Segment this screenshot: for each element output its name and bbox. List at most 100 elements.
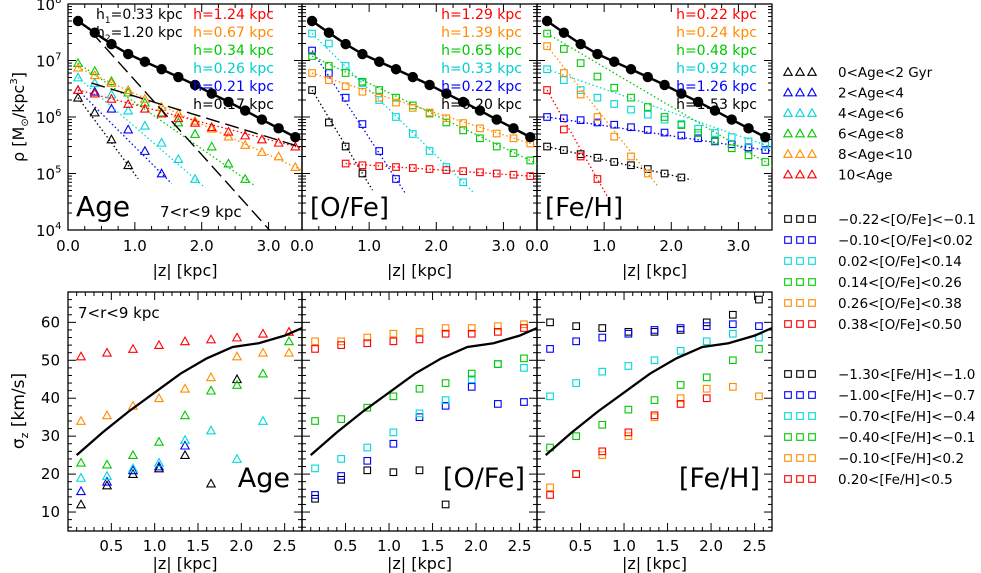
data-point (492, 129, 501, 138)
legend-marker (808, 454, 816, 462)
data-point (375, 162, 384, 170)
data-point (546, 483, 554, 492)
legend-marker (808, 320, 816, 328)
total-density-point (323, 27, 335, 38)
top-x-tick-label: 0.0 (56, 237, 80, 255)
data-point (358, 87, 367, 96)
top-x-axis-label: |z| [kpc] (622, 261, 687, 280)
h1-label: h1=0.33 kpc (96, 7, 183, 26)
data-point (660, 113, 669, 121)
data-point (543, 113, 551, 121)
total-density-point (592, 48, 603, 60)
legend-marker (796, 454, 804, 462)
bottom-x-tick-label: 1.5 (656, 537, 680, 555)
top-x-tick-label: 0.0 (525, 237, 549, 255)
data-point (459, 178, 467, 187)
top-panel-label: Age (76, 190, 130, 223)
data-point (375, 93, 384, 102)
data-point (598, 333, 607, 342)
data-point (624, 405, 633, 414)
data-point (467, 369, 476, 378)
data-point (755, 392, 763, 401)
data-point (546, 318, 554, 327)
data-point (576, 152, 585, 161)
legend-marker (784, 370, 792, 378)
data-point (311, 345, 319, 353)
data-point (546, 345, 554, 353)
data-point (290, 141, 301, 151)
data-point (179, 409, 191, 420)
total-dispersion-line (544, 326, 772, 456)
data-point (572, 379, 581, 387)
data-point (206, 141, 217, 151)
data-point (610, 83, 619, 92)
bottom-panel-marks-2 (544, 295, 772, 499)
legend-label: 2<Age<4 (838, 86, 904, 102)
legend-marker (808, 215, 816, 223)
scale-height-label: h=0.26 kpc (193, 61, 274, 77)
data-point (467, 375, 476, 384)
data-point (205, 385, 217, 395)
bottom-panel-label: [O/Fe] (443, 463, 525, 494)
data-point (153, 463, 165, 473)
data-point (308, 29, 316, 38)
data-point (572, 432, 581, 441)
data-point (560, 45, 568, 53)
legend-marker (794, 169, 806, 179)
legend-marker (808, 257, 816, 265)
data-point (311, 417, 319, 425)
data-point (467, 382, 476, 391)
legend-label: 0.38<[O/Fe]<0.50 (838, 317, 962, 333)
legend-label: −0.40<[Fe/H]<−0.1 (838, 430, 975, 446)
data-point (72, 84, 84, 94)
legend-marker (782, 107, 794, 117)
total-density-point (173, 71, 184, 83)
legend-marker (784, 257, 792, 265)
data-point (492, 142, 501, 151)
data-point (572, 470, 581, 478)
data-point (257, 415, 269, 425)
data-point (72, 84, 84, 94)
data-point (127, 463, 139, 473)
data-point (593, 72, 602, 81)
data-point (441, 401, 450, 410)
legend-marker (796, 412, 804, 420)
legend-label: −0.70<[Fe/H]<−0.4 (838, 409, 975, 425)
data-point (89, 65, 100, 75)
data-point (358, 120, 367, 128)
data-point (627, 93, 635, 102)
data-point (660, 115, 669, 124)
legend-marker (784, 433, 792, 441)
data-point (425, 108, 434, 117)
bottom-y-tick-label: 50 (41, 351, 60, 369)
data-point (257, 328, 269, 338)
data-point (415, 466, 424, 475)
data-point (543, 86, 551, 94)
thick-disk-fit-line (91, 82, 302, 149)
total-density-point (106, 38, 117, 50)
data-point (459, 167, 467, 176)
data-point (205, 372, 217, 382)
data-point (89, 69, 100, 80)
data-point (290, 161, 301, 171)
data-point (509, 134, 518, 143)
legend-marker (808, 236, 816, 244)
data-point (624, 428, 633, 437)
data-point (467, 324, 476, 332)
total-dispersion-line (75, 326, 302, 456)
bottom-x-tick-label: 2.0 (464, 537, 488, 555)
data-point (311, 491, 319, 499)
data-point (231, 379, 243, 389)
data-point (123, 105, 134, 115)
legend-marker (806, 128, 818, 138)
data-point (337, 472, 346, 480)
data-point (139, 145, 151, 155)
data-point (727, 133, 736, 141)
data-point (442, 166, 451, 174)
scale-height-label: h=0.24 kpc (676, 25, 757, 41)
data-point (392, 93, 400, 102)
data-point (520, 364, 528, 372)
total-density-point (760, 131, 771, 143)
data-point (643, 103, 652, 111)
